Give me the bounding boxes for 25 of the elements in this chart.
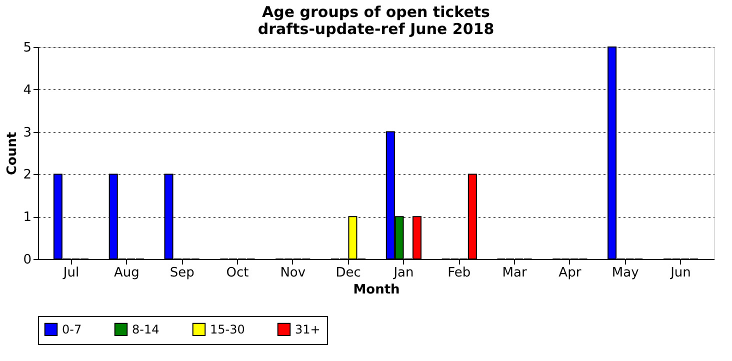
x-tick-label: May: [612, 266, 640, 280]
x-tick-label: Feb: [448, 266, 471, 280]
legend-label: 0-7: [62, 322, 82, 336]
x-tick-label: Jan: [392, 266, 414, 280]
x-axis-title: Month: [353, 282, 400, 298]
y-tick-label: 1: [23, 210, 32, 226]
x-tick-label: Dec: [336, 266, 361, 280]
y-tick-label: 5: [23, 40, 32, 56]
chart-title: Age groups of open tickets drafts-update-ref June 2018: [258, 3, 494, 38]
y-tick-label: 4: [23, 82, 32, 98]
x-tick-label: Aug: [114, 266, 140, 280]
y-tick-label: 2: [23, 168, 32, 183]
y-tick-label: 3: [23, 125, 32, 140]
x-tick-label: Sep: [170, 266, 194, 280]
x-tick-label: Jul: [62, 266, 80, 280]
x-tick-label: Mar: [502, 266, 528, 280]
x-tick-label: Jun: [670, 266, 691, 280]
legend-label: 31+: [295, 322, 320, 336]
y-axis-title: Count: [5, 132, 20, 176]
x-tick-label: Nov: [280, 266, 306, 280]
legend-label: 8-14: [132, 322, 160, 336]
x-tick-label: Apr: [558, 266, 582, 280]
x-tick-label: Oct: [226, 266, 249, 280]
legend-label: 15-30: [210, 322, 245, 336]
y-tick-label: 0: [23, 252, 32, 268]
